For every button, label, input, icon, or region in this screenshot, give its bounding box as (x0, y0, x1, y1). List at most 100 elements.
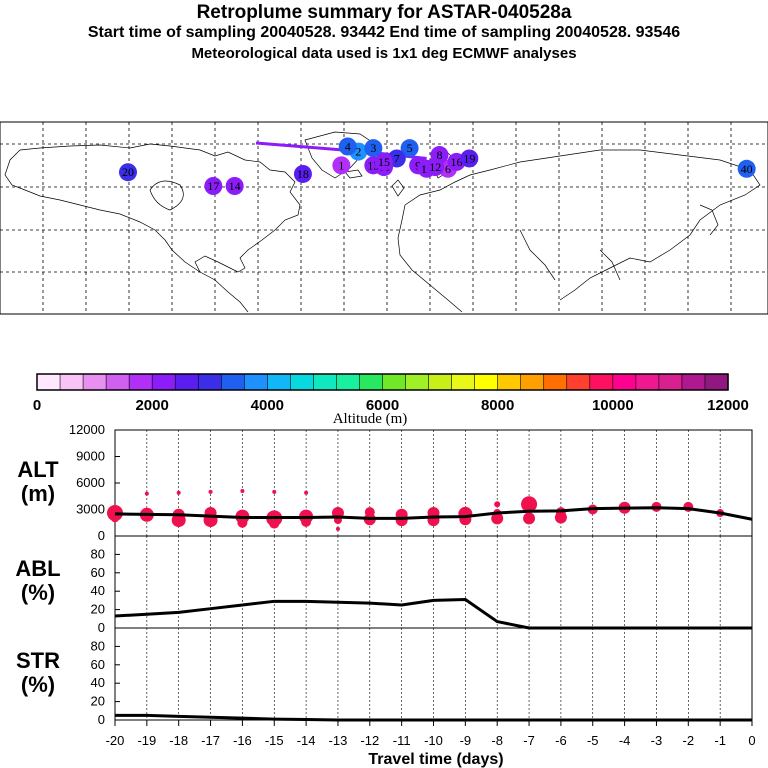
cluster-marker (364, 139, 383, 158)
colorbar-swatch (497, 373, 522, 391)
europe-africa-coast (397, 204, 463, 313)
colorbar-swatch (197, 373, 222, 391)
colorbar-swatch (566, 373, 591, 391)
cluster-label: 5 (407, 141, 413, 155)
altitude-dot (521, 496, 538, 513)
y-tick-label: 3000 (76, 502, 105, 517)
x-tick-label: -16 (233, 733, 252, 748)
altitude-dot (144, 491, 149, 496)
colorbar-swatch (151, 373, 176, 391)
altitude-dot (523, 512, 536, 525)
cluster-marker (460, 149, 479, 168)
cluster-label: 8 (436, 148, 442, 162)
cluster-label: 20 (122, 165, 134, 179)
colorbar-swatch (267, 373, 291, 391)
x-tick-label: -11 (393, 733, 411, 748)
y-tick-label: 0 (98, 528, 105, 543)
x-tick-label: 0 (748, 733, 755, 748)
north-america-coast (19, 143, 301, 313)
cluster-label: 14 (229, 179, 241, 193)
cluster-label: 40 (741, 162, 753, 176)
cluster-label: 16 (451, 155, 463, 169)
colorbar-swatch (290, 373, 315, 391)
colorbar-swatch (589, 373, 614, 391)
x-tick-label: -12 (360, 733, 379, 748)
cluster-marker (119, 163, 137, 182)
colorbar-tick-label: 4000 (251, 397, 284, 414)
x-tick-label: -20 (106, 733, 125, 748)
colorbar-swatch (244, 373, 268, 391)
panel-abl: 80 60 40 20 0 ABL(%) (15, 535, 753, 635)
x-tick-label: -19 (137, 733, 156, 748)
altitude-dot (301, 516, 312, 527)
colorbar-tick-label: 10000 (592, 397, 634, 414)
colorbar-swatch (428, 373, 453, 391)
cluster-marker (225, 177, 244, 195)
y-axis-unit: (%) (21, 580, 55, 605)
series-line (114, 506, 753, 521)
colorbar-swatch (543, 373, 568, 391)
colorbar-swatch (658, 373, 683, 391)
colorbar-swatch (635, 373, 660, 391)
cluster-label: 7 (394, 151, 400, 165)
colorbar-tick-label: 0 (33, 397, 41, 414)
y-tick-label: 80 (91, 638, 105, 653)
trajectory-clusters: 123456789101112131415161718192040 (119, 137, 756, 195)
altitude-colorbar: 0 2000 4000 6000 8000 10000 12000 Altitude (m) (33, 373, 749, 427)
sampling-time-line: Start time of sampling 20040528. 93442 E… (87, 24, 681, 41)
colorbar-tick-label: 8000 (481, 397, 514, 414)
x-axis-label: Travel time (days) (368, 751, 503, 768)
colorbar-swatch (82, 373, 107, 391)
x-tick-label: -10 (424, 733, 443, 748)
altitude-dot (395, 514, 408, 527)
x-tick-label: -13 (329, 733, 348, 748)
y-tick-label: 40 (91, 583, 105, 598)
north-america-west-coast (4, 149, 201, 273)
colorbar-swatch (174, 373, 199, 391)
cluster-label: 9 (415, 158, 421, 172)
y-tick-label: 80 (91, 546, 105, 561)
x-tick-label: -8 (491, 733, 503, 748)
y-tick-label: 6000 (76, 475, 105, 490)
meteorological-data-line: Meteorological data used is 1x1 deg ECMW… (191, 45, 577, 62)
y-tick-label: 20 (91, 602, 105, 617)
x-tick-label: -1 (714, 733, 726, 748)
cluster-label: 2 (355, 145, 361, 159)
altitude-dot (176, 490, 181, 495)
colorbar-swatch (36, 373, 61, 391)
altitude-dot (237, 517, 248, 528)
x-tick-label: -15 (265, 733, 284, 748)
altitude-dot (107, 505, 123, 522)
altitude-dot (491, 512, 504, 525)
british-isles (391, 179, 405, 197)
time-series-panels: 120009000600030000ALT(m)806040200ABL(%)8… (15, 422, 753, 727)
greenland (304, 131, 373, 179)
colorbar-swatch (474, 373, 499, 391)
altitude-dot (269, 518, 280, 529)
colorbar-swatch (313, 373, 338, 391)
x-tick-label: -9 (460, 733, 472, 748)
colorbar-swatch (520, 373, 545, 391)
y-axis-label: ALT (17, 457, 59, 482)
altitude-dot (272, 489, 277, 494)
colorbar-swatch (451, 373, 476, 391)
colorbar-swatch (359, 373, 384, 391)
cluster-label: 6 (445, 162, 451, 176)
cluster-label: 1 (338, 158, 344, 172)
y-tick-label: 0 (98, 712, 105, 727)
cluster-marker (426, 158, 445, 177)
y-tick-label: 0 (98, 620, 105, 635)
x-tick-label: -6 (555, 733, 567, 748)
colorbar-swatch (105, 373, 130, 391)
x-tick-label: -14 (297, 733, 316, 748)
coastlines (4, 131, 761, 313)
x-tick-label: -3 (651, 733, 663, 748)
cluster-marker (204, 177, 223, 195)
cluster-label: 17 (207, 179, 219, 193)
cluster-marker (338, 137, 357, 156)
colorbar-title: Altitude (m) (333, 411, 408, 427)
arabia (519, 229, 556, 281)
y-axis-unit: (%) (21, 672, 55, 697)
y-axis-unit: (m) (21, 481, 55, 506)
cluster-label: 12 (429, 160, 441, 174)
